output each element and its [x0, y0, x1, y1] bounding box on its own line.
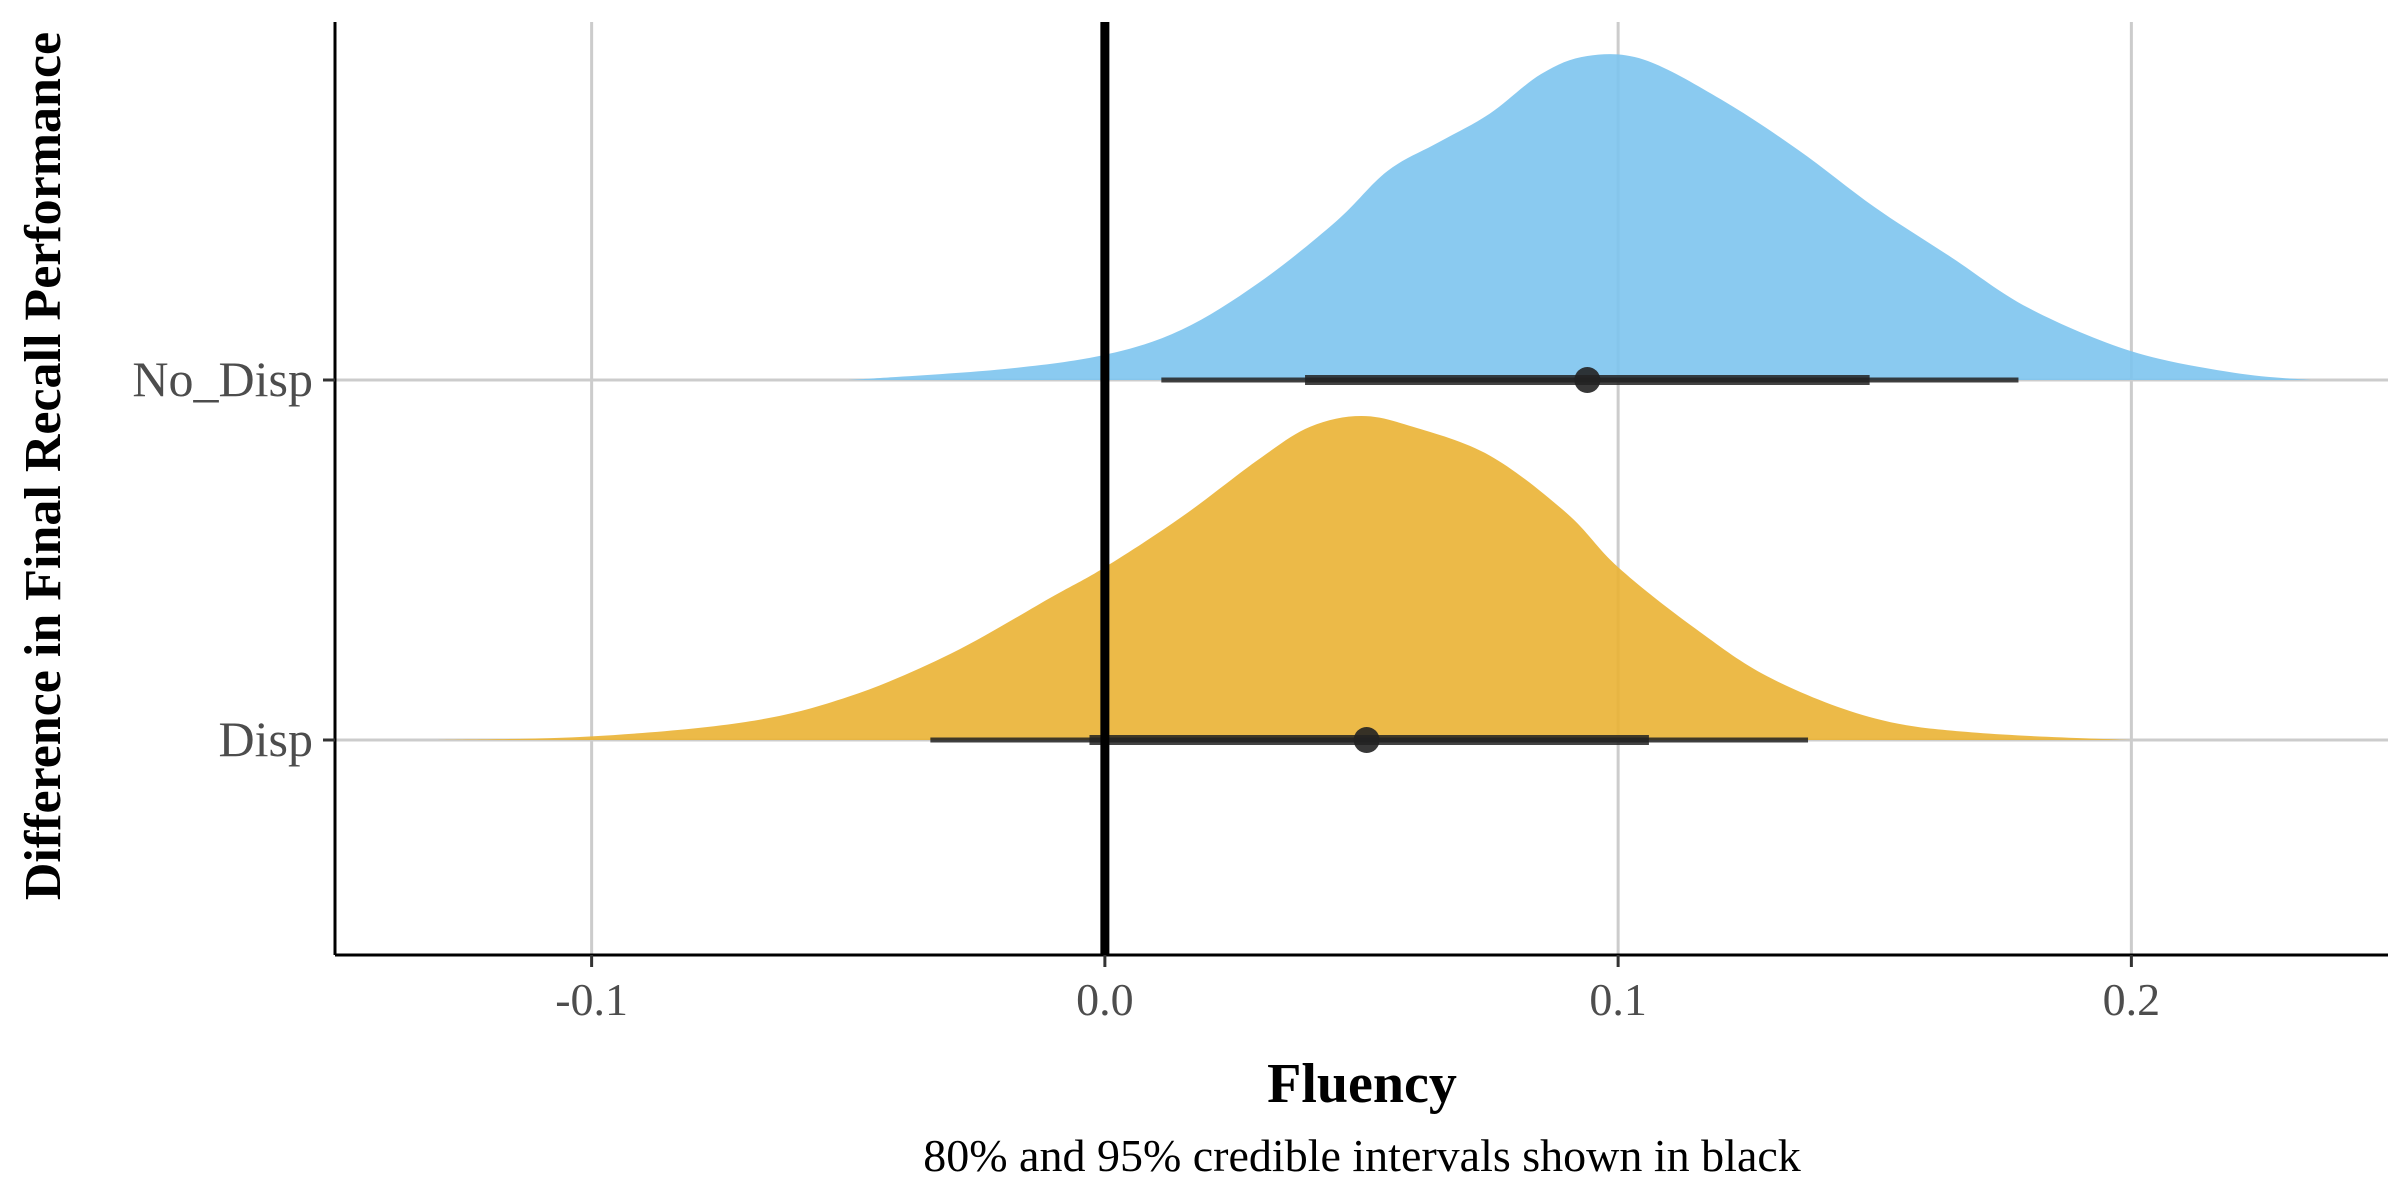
- tick-layer: -0.1 0.0 0.1 0.2 Disp No_Disp: [132, 351, 2160, 1025]
- y-axis-title: Difference in Final Recall Performance: [15, 32, 72, 900]
- density-layer: [437, 54, 2312, 740]
- x-tick-label-2: 0.1: [1589, 974, 1647, 1025]
- y-tick-label-no_disp: No_Disp: [132, 351, 313, 407]
- density-disp: [437, 416, 2132, 740]
- density-no_disp: [848, 54, 2312, 381]
- caption: 80% and 95% credible intervals shown in …: [923, 1130, 1801, 1181]
- point-estimate-disp: [1353, 727, 1380, 753]
- point-estimate-no_disp: [1574, 367, 1601, 393]
- x-tick-label-3: 0.2: [2103, 974, 2161, 1025]
- interval-layer: [930, 367, 2019, 753]
- y-tick-label-disp: Disp: [219, 711, 313, 767]
- x-tick-label-1: 0.0: [1076, 974, 1134, 1025]
- x-axis-title: Fluency: [1267, 1053, 1457, 1115]
- x-tick-label-0: -0.1: [555, 974, 628, 1025]
